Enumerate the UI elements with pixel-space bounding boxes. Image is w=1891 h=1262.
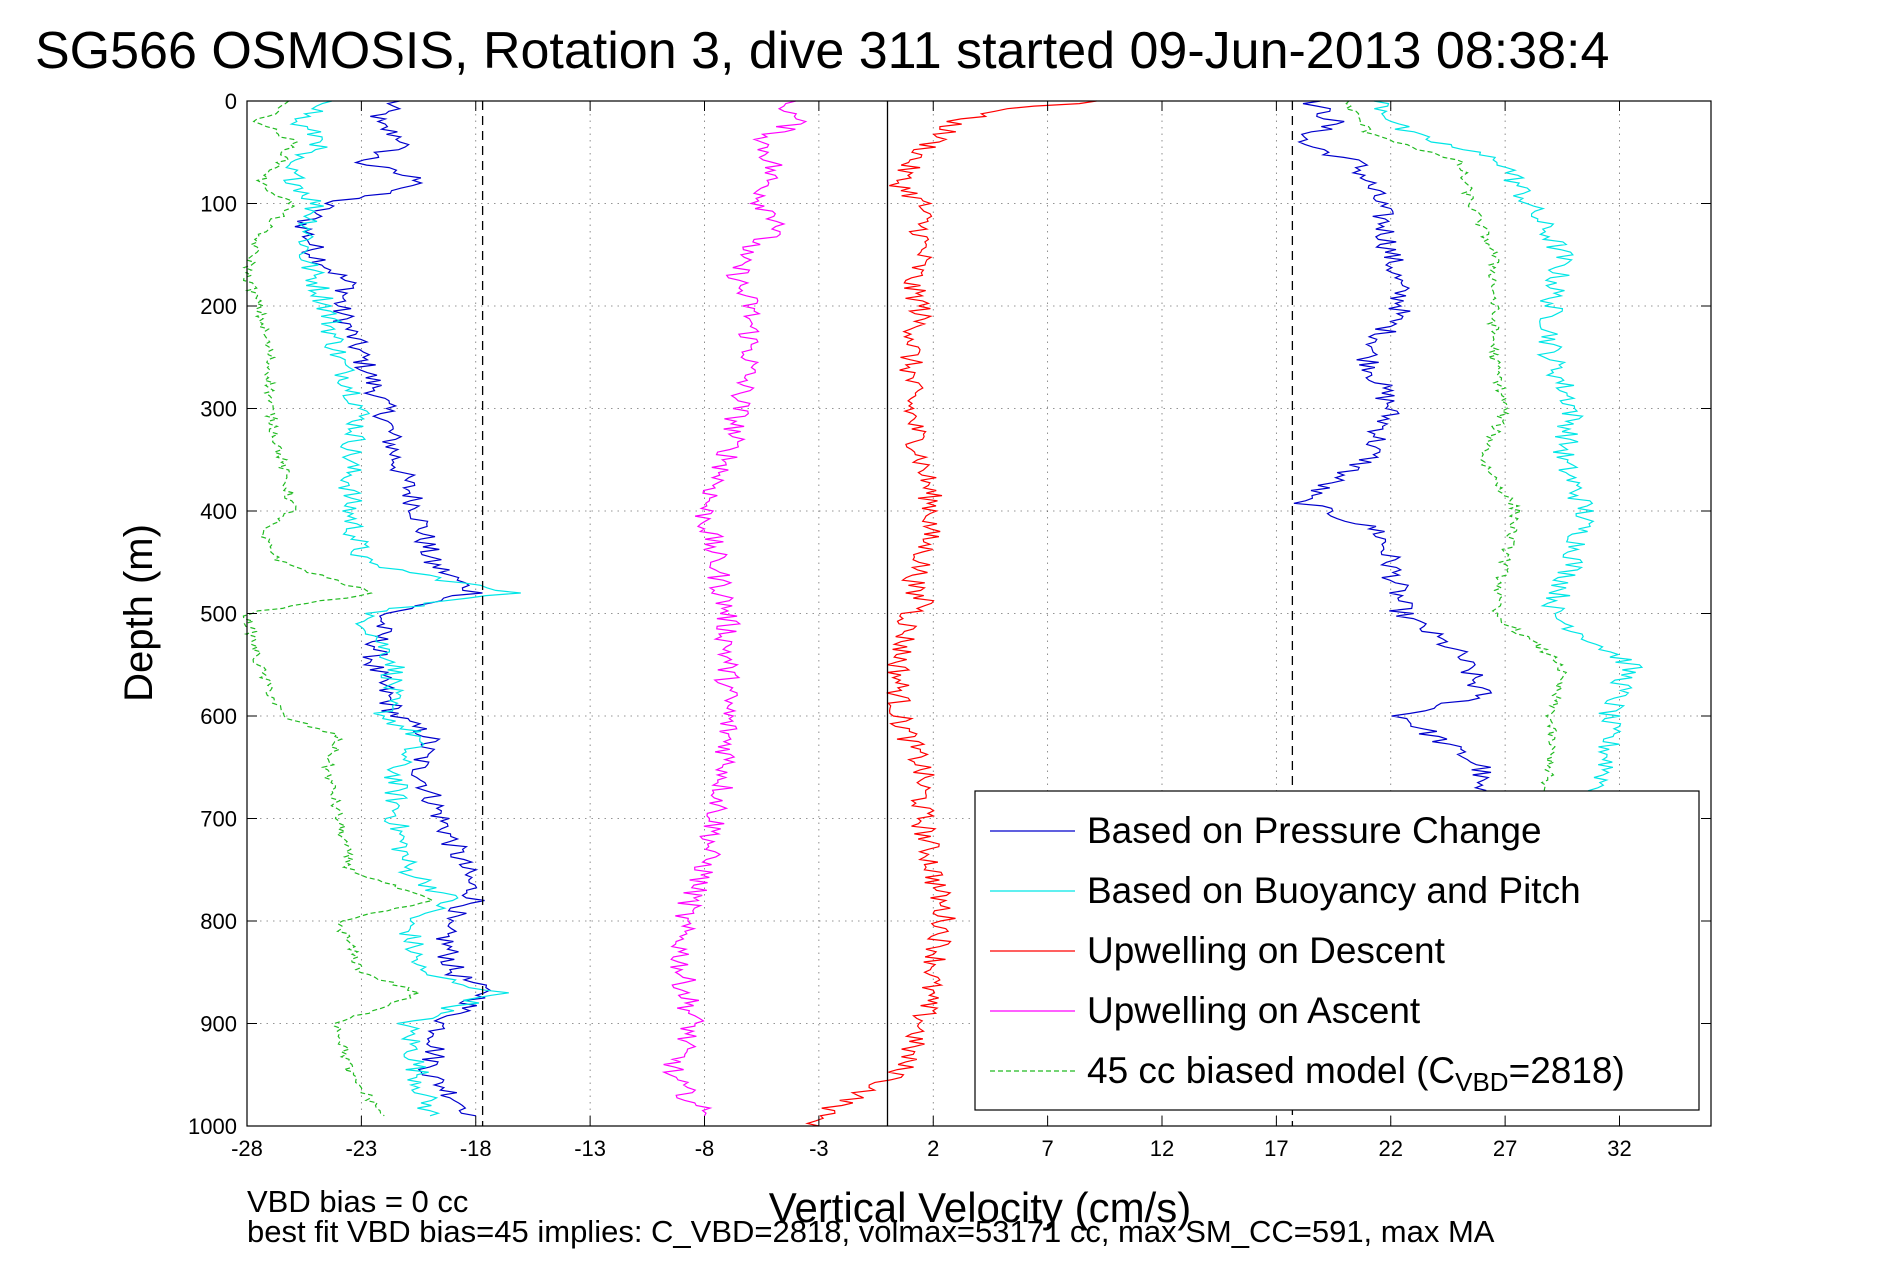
legend-label: Based on Buoyancy and Pitch [1087,870,1581,911]
legend-label: Based on Pressure Change [1087,810,1542,851]
y-axis-label: Depth (m) [117,524,161,702]
x-tick-label: -8 [695,1136,715,1161]
vbd-bias-annotation: VBD bias = 0 cc [247,1184,468,1219]
legend-subscript: VBD [1455,1067,1508,1097]
y-tick-label: 400 [200,499,237,524]
series-ascent-line-0 [1293,100,1493,799]
x-tick-label: 27 [1493,1136,1517,1161]
y-tick-label: 800 [200,909,237,934]
x-tick-label: -18 [460,1136,492,1161]
x-tick-label: -3 [809,1136,829,1161]
x-tick-label: 2 [927,1136,939,1161]
data-series [242,100,1644,1127]
y-tick-label: 1000 [188,1114,237,1139]
series-line-2 [805,100,1097,1127]
legend: Based on Pressure Change Based on Buoyanc… [974,790,1700,1111]
reference-lines [481,101,1294,1126]
y-tick-label: 500 [200,602,237,627]
y-tick-label: 700 [200,807,237,832]
series-ascent-line-4 [1344,100,1568,799]
legend-label: Upwelling on Ascent [1087,990,1421,1031]
series-line-0 [294,100,492,1117]
series-line-4 [242,100,435,1117]
series-ascent-line-1 [1373,100,1644,799]
legend-label: 45 cc biased model (CVBD=2818) [1087,1050,1625,1097]
legend-box [974,790,1700,1111]
x-tick-label: 12 [1150,1136,1174,1161]
x-tick-label: -13 [574,1136,606,1161]
y-tick-label: 200 [200,294,237,319]
y-tick-label: 300 [200,397,237,422]
legend-label-tail: =2818) [1509,1050,1625,1091]
y-tick-label: 900 [200,1012,237,1037]
x-axis-label: Vertical Velocity (cm/s) [769,1184,1191,1231]
series-line-3 [661,100,808,1117]
y-tick-label: 100 [200,192,237,217]
legend-label: Upwelling on Descent [1087,930,1446,971]
x-tick-label: -23 [345,1136,377,1161]
x-tick-label: 22 [1379,1136,1403,1161]
x-tick-label: 7 [1042,1136,1054,1161]
y-tick-label: 600 [200,704,237,729]
y-tick-label: 0 [225,89,237,114]
x-tick-label: -28 [231,1136,263,1161]
best-fit-annotation: best fit VBD bias=45 implies: C_VBD=2818… [247,1214,1495,1249]
axis-ticks: -28 -23 -18 -13 -8 -3 2 7 12 17 22 27 32010020030040… [188,89,1711,1161]
series-line-1 [282,100,521,1117]
chart-title: SG566 OSMOSIS, Rotation 3, dive 311 star… [35,22,1609,80]
x-tick-label: 32 [1607,1136,1631,1161]
x-tick-label: 17 [1264,1136,1288,1161]
